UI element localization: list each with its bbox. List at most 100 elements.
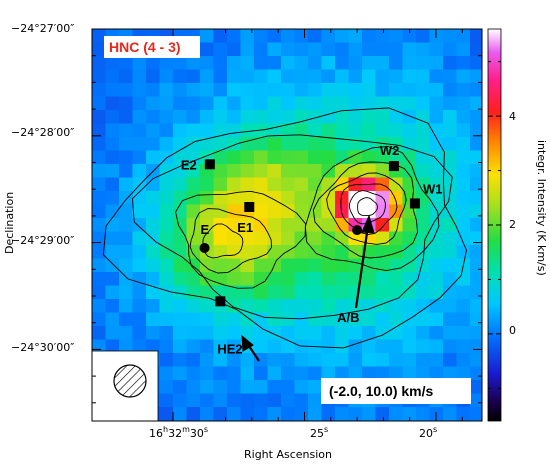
map-pixel [254,96,269,111]
map-pixel [321,110,336,125]
map-pixel [132,204,147,219]
contour-line [202,223,244,259]
map-pixel [389,245,404,260]
map-pixel [402,420,417,421]
map-pixel [389,110,404,125]
map-pixel [173,380,188,395]
map-pixel [146,177,161,192]
map-pixel [267,83,282,98]
map-pixel [254,380,269,395]
map-pixel [267,407,282,421]
map-pixel [186,123,201,138]
beam-inset [91,350,159,422]
map-pixel [159,177,174,192]
annotation-arrows [241,214,375,362]
map-pixel [375,123,390,138]
map-pixel [159,137,174,152]
map-pixel [335,312,350,327]
map-pixel [105,258,120,273]
map-pixel [240,29,255,44]
map-pixel [348,123,363,138]
map-pixel [186,177,201,192]
map-pixel [389,299,404,314]
map-pixel [92,110,107,125]
map-pixel [281,164,296,179]
map-pixel [186,164,201,179]
map-pixel [470,231,482,246]
map-pixel [200,177,215,192]
map-pixel [335,204,350,219]
map-pixel [267,299,282,314]
map-pixel [470,110,482,125]
map-pixel [200,339,215,354]
map-pixel [132,150,147,165]
map-pixel [335,245,350,260]
map-pixel [389,407,404,421]
map-pixel [254,258,269,273]
map-pixel [362,339,377,354]
map-pixel [375,83,390,98]
map-pixel [335,326,350,341]
map-pixel [254,137,269,152]
map-pixel [92,326,107,341]
map-pixel [429,123,444,138]
map-pixel [146,272,161,287]
contour-line [175,190,306,289]
map-pixel [132,285,147,300]
map-pixel [267,353,282,368]
contour-line [132,134,453,320]
map-pixel [105,69,120,84]
map-pixel [92,312,107,327]
map-pixel [470,83,482,98]
map-pixel [240,177,255,192]
map-pixel [456,420,471,421]
map-pixel [321,326,336,341]
map-pixel [105,56,120,71]
map-pixel [119,326,134,341]
arrow-ab-head [361,214,375,234]
map-pixel [227,272,242,287]
map-pixel [254,245,269,260]
x-tick-3: 20s [419,425,437,440]
map-pixel [146,110,161,125]
map-pixel [200,407,215,421]
map-pixel [335,272,350,287]
map-pixel [429,339,444,354]
map-pixel [213,150,228,165]
map-pixel [173,137,188,152]
map-pixel [456,245,471,260]
map-pixel [213,245,228,260]
contour-line [304,145,440,272]
map-pixel [267,393,282,408]
map-pixel [443,420,458,421]
map-pixel [267,137,282,152]
map-pixel [281,393,296,408]
source-marker-he2 [215,296,226,307]
colorbar-label: integr. Intensity (K km/s) [535,140,548,276]
map-pixel [227,218,242,233]
map-pixel [159,393,174,408]
map-pixel [321,272,336,287]
map-pixel [200,299,215,314]
map-pixel [227,110,242,125]
map-pixel [416,218,431,233]
map-title: HNC (4 - 3) [109,39,181,55]
map-pixel [240,123,255,138]
map-pixel [348,164,363,179]
map-pixel [416,285,431,300]
map-pixel [429,110,444,125]
map-pixel [146,285,161,300]
map-pixel [429,407,444,421]
source-label-he2: HE2 [217,341,242,356]
map-pixel [173,272,188,287]
map-pixel [281,123,296,138]
map-pixel [389,123,404,138]
map-pixel [470,164,482,179]
map-pixel [227,353,242,368]
map-pixel [119,177,134,192]
map-pixel [240,245,255,260]
map-pixel [429,83,444,98]
map-pixel [362,312,377,327]
map-pixel [470,29,482,44]
